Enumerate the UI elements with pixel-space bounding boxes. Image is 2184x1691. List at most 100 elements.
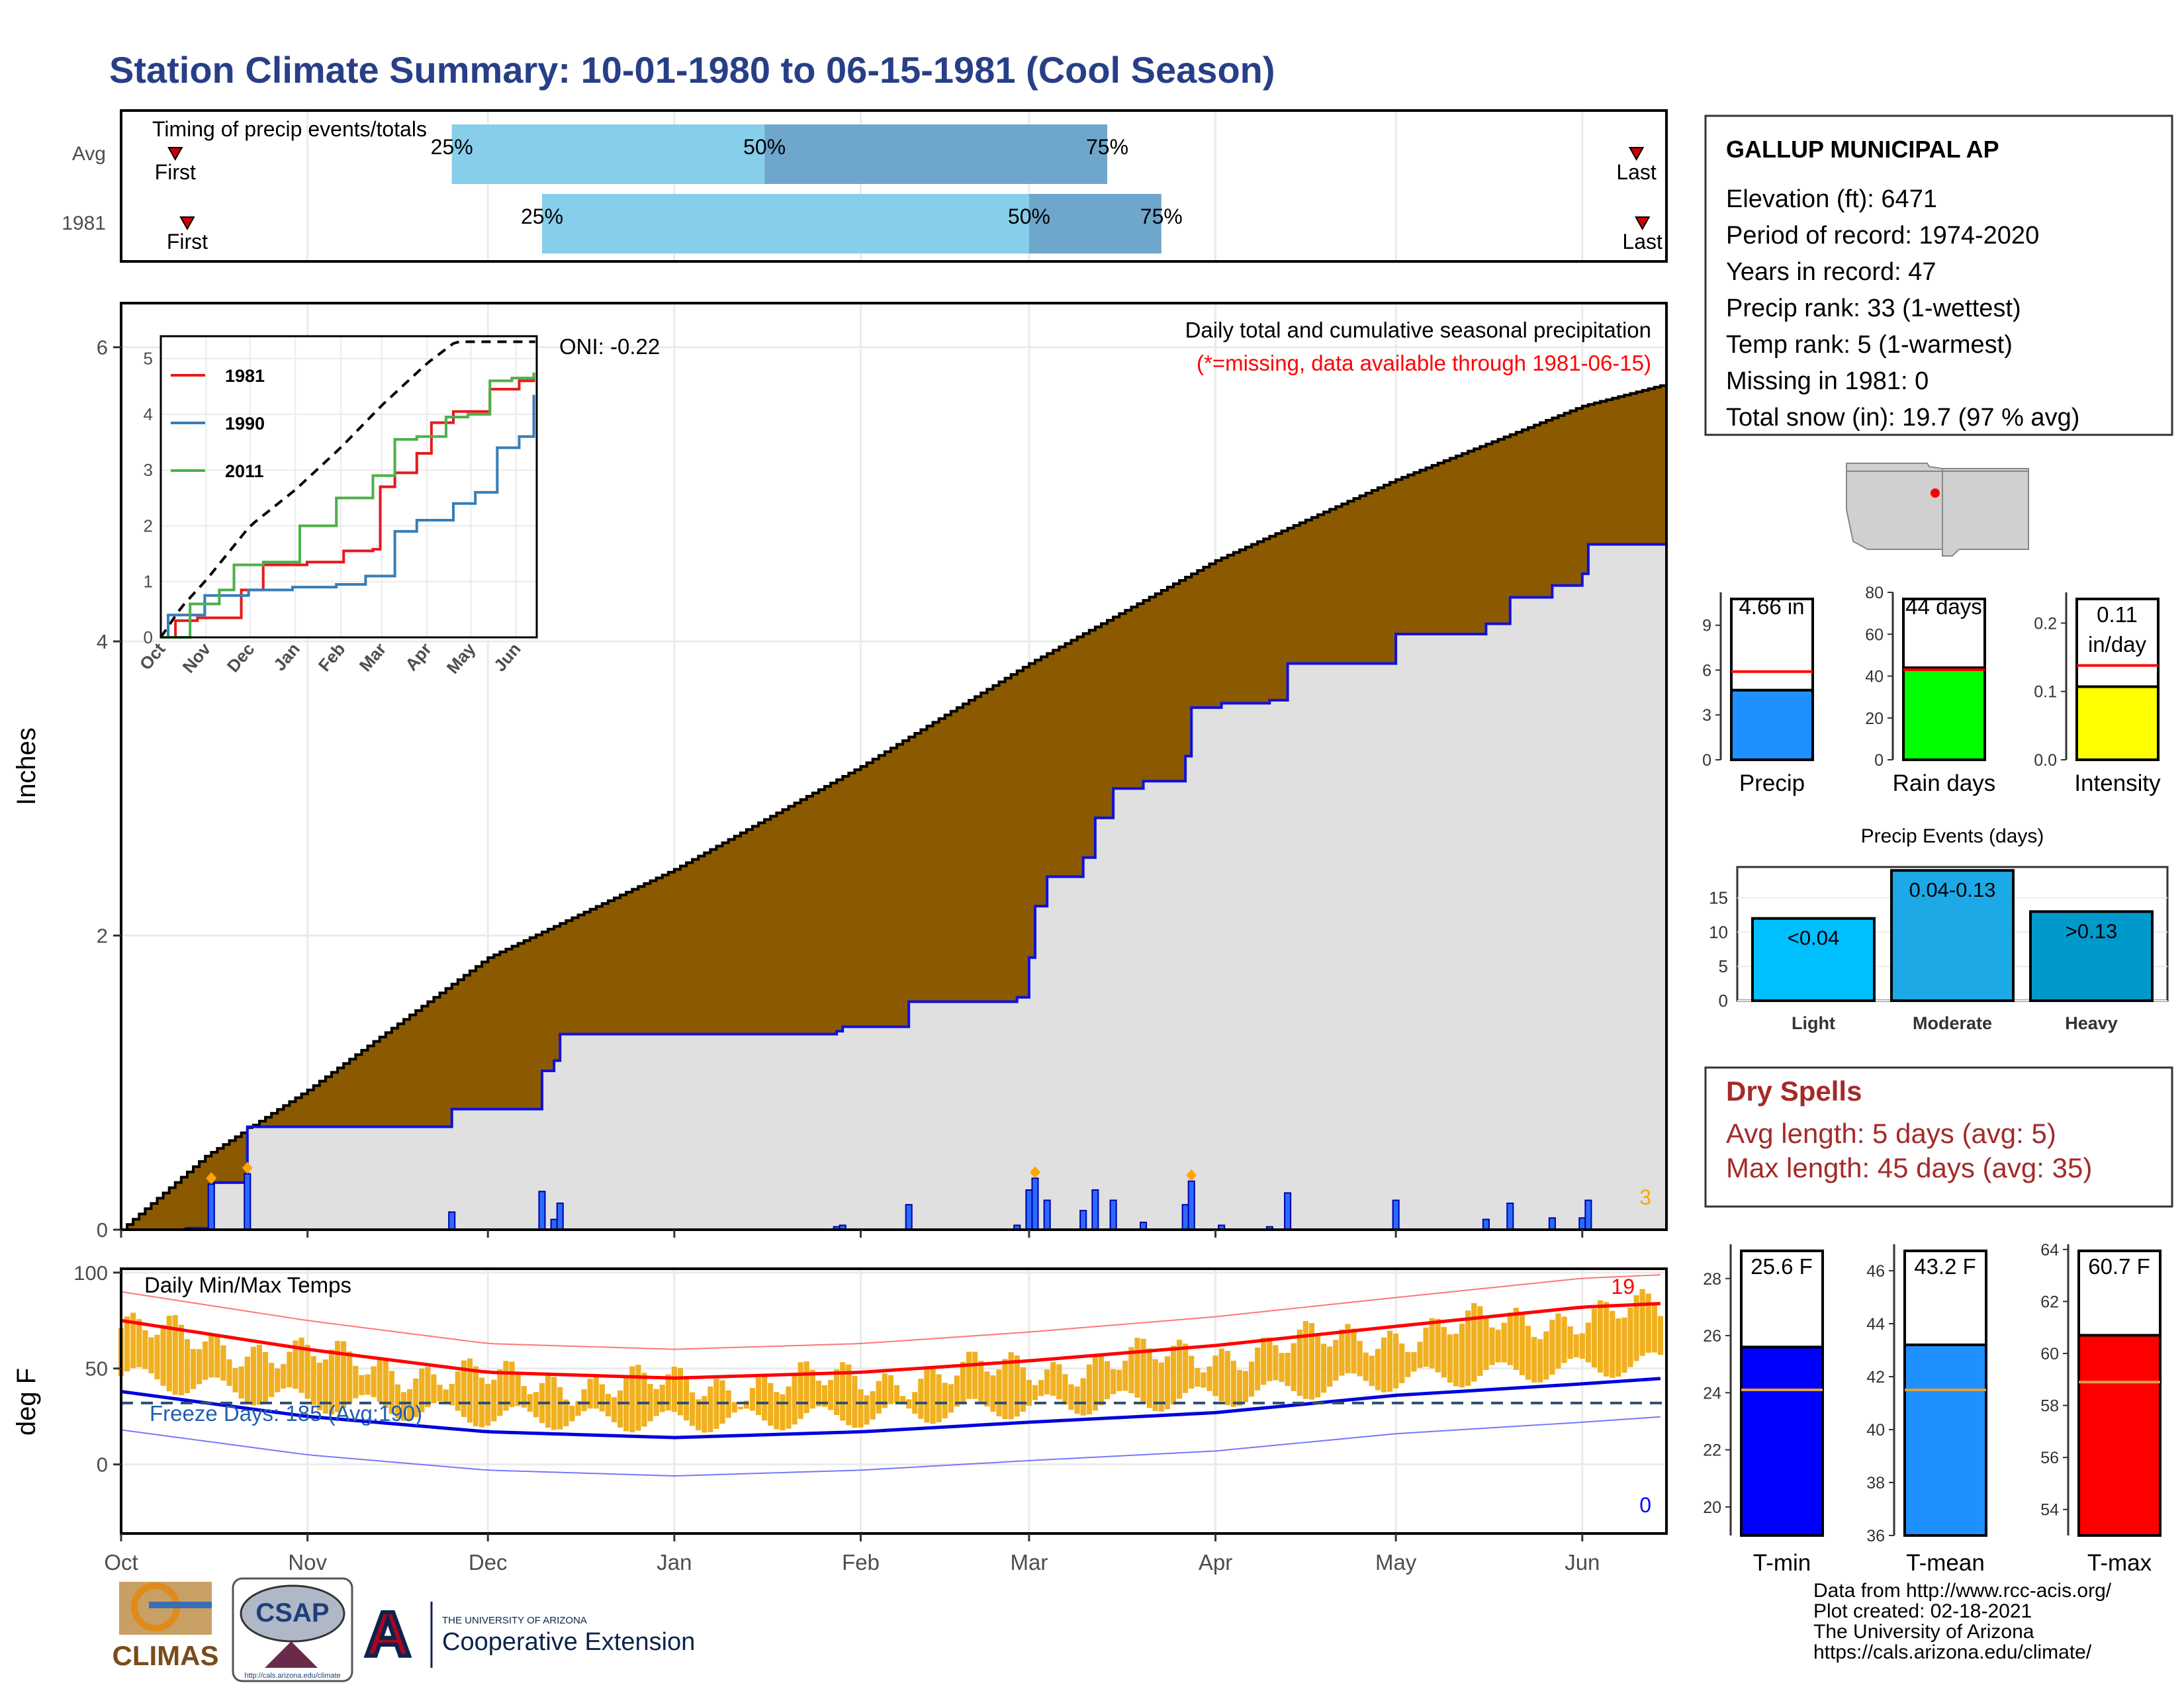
inset-y-tick-label: 3: [144, 460, 153, 480]
daily-precip-bar: [1187, 1180, 1195, 1230]
inset-frame: [159, 335, 538, 639]
temp-day-bar: [190, 1349, 197, 1389]
month-label: Nov: [288, 1550, 327, 1575]
temp-day-bar: [1008, 1352, 1014, 1420]
mini-y-tick-label: 80: [1865, 584, 1884, 602]
temp-day-bar: [1519, 1313, 1525, 1375]
credit-line-url: https://cals.arizona.edu/climate/: [1813, 1641, 2092, 1663]
temp-day-bar: [208, 1334, 214, 1378]
temp-day-bar: [334, 1341, 341, 1412]
mini-y-tick-label: 36: [1866, 1527, 1885, 1545]
temp-day-bar: [509, 1361, 515, 1407]
temp-day-bar: [900, 1396, 906, 1405]
station-detail-line: Period of record: 1974-2020: [1726, 222, 2039, 250]
inset-series-line-1990: [161, 394, 535, 639]
temp-lines: [120, 1274, 1666, 1477]
temp-summary-value: 60.7 F: [2088, 1254, 2150, 1279]
temp-day-bar: [1543, 1331, 1549, 1380]
temp-day-bar: [1158, 1362, 1164, 1412]
precip-events-chart: Precip Events (days) 0 5 10 15 <0.04 Light 0.0…: [1709, 825, 2169, 1033]
precip-corner-count: 3: [1639, 1185, 1651, 1209]
temp-day-bar: [870, 1391, 876, 1420]
temp-day-bar: [1230, 1360, 1236, 1407]
credit-line-org: The University of Arizona: [1813, 1621, 2034, 1643]
timing-first-label: First: [167, 230, 208, 253]
events-bar-moderate: [1890, 869, 2015, 1002]
temp-day-bar: [846, 1364, 852, 1426]
temp-day-bar: [737, 1406, 743, 1410]
temp-day-bar: [786, 1386, 792, 1429]
daily-precip-bar: [1091, 1189, 1099, 1230]
temp-day-bar: [762, 1375, 768, 1421]
temp-day-bar: [1212, 1355, 1218, 1396]
map-state-arizona: [1846, 463, 1943, 550]
temp-day-bar: [647, 1383, 653, 1422]
state-map: [1840, 462, 2029, 561]
mini-value-bar: [1902, 666, 1986, 761]
temp-day-bar: [996, 1369, 1002, 1417]
temp-day-bar: [310, 1355, 316, 1405]
daily-precip-bar: [1548, 1217, 1556, 1230]
summary-chart-intensity: 0.0 0.1 0.2 Intensity 0.11 in/day: [2034, 592, 2169, 796]
temp-day-bar: [407, 1389, 413, 1420]
station-box-frame: [1704, 114, 2173, 436]
temp-day-bar: [437, 1385, 443, 1401]
temp-summary-value: 25.6 F: [1751, 1254, 1813, 1279]
temp-day-bar: [1261, 1338, 1267, 1385]
temp-y-axis: 0 50 100: [73, 1261, 121, 1477]
temp-day-bar: [250, 1346, 256, 1406]
temp-day-bar: [281, 1363, 287, 1389]
freeze-days-text: Freeze Days: 185 (Avg:190): [150, 1401, 422, 1426]
temp-day-bar: [341, 1341, 347, 1408]
mini-y-tick-label: 20: [1703, 1498, 1721, 1517]
temp-day-bar: [449, 1384, 455, 1406]
temp-day-bar: [1140, 1338, 1146, 1403]
temp-day-bar: [575, 1400, 581, 1416]
inset-y-tick-label: 4: [144, 404, 153, 424]
temp-day-bar: [1080, 1378, 1086, 1416]
timing-bar-q25-q50: [541, 194, 1029, 253]
temp-day-bar: [864, 1395, 870, 1425]
temp-day-bar: [1375, 1349, 1381, 1391]
mini-chart-label: Rain days: [1893, 770, 1996, 796]
page-title: Station Climate Summary: 10-01-1980 to 0…: [109, 49, 1275, 91]
map-state-new-mexico: [1942, 468, 2029, 557]
temp-day-bar: [166, 1316, 172, 1392]
temp-day-bar: [690, 1392, 696, 1426]
temp-day-bar: [1074, 1386, 1080, 1414]
missing-data-note: (*=missing, data available through 1981-…: [1197, 351, 1651, 375]
temp-day-bar: [1357, 1340, 1363, 1377]
mini-chart-label: T-min: [1753, 1550, 1811, 1576]
daily-precip-markers: [206, 1162, 1197, 1185]
temp-day-bar: [780, 1394, 786, 1431]
temp-day-bar: [1567, 1326, 1573, 1359]
mini-value-box: [2075, 598, 2160, 688]
temp-day-bar: [569, 1405, 575, 1422]
credits: Data from http://www.rcc-acis.org/ Plot …: [1813, 1580, 2111, 1663]
month-label: Jan: [657, 1550, 692, 1575]
month-label: Mar: [1011, 1550, 1048, 1575]
temp-day-bar: [1453, 1334, 1459, 1387]
month-label: Feb: [842, 1550, 880, 1575]
precip-subtitle: Daily total and cumulative seasonal prec…: [1185, 318, 1651, 342]
temp-day-bar: [304, 1345, 310, 1399]
station-detail-line: Years in record: 47: [1726, 258, 1936, 286]
temp-day-bar: [1032, 1385, 1038, 1400]
daily-precip-bar: [244, 1173, 251, 1230]
timing-panel-frame: [120, 109, 1668, 263]
timing-bar-q25-q50: [451, 124, 765, 184]
temp-day-bar: [148, 1337, 154, 1373]
temp-day-bar: [563, 1399, 569, 1427]
station-detail-line: Precip rank: 33 (1-wettest): [1726, 295, 2021, 322]
temp-day-bar: [1068, 1384, 1074, 1410]
temp-day-bar: [1513, 1308, 1519, 1370]
precip-y-axis: 0 2 4 6: [97, 336, 121, 1242]
temp-day-bar: [1038, 1380, 1044, 1396]
temp-day-bar: [1561, 1316, 1567, 1363]
temp-day-bar: [1116, 1369, 1122, 1391]
summary-value-text-line2: in/day: [2088, 632, 2147, 657]
mini-value-box: [1730, 598, 1814, 692]
temp-summary-bars: 20 22 24 26 28 T-min 25.6 F 36 38 40 42 44 46 T-mean 4…: [1703, 1241, 2171, 1576]
timing-bar-q50-q75: [1028, 194, 1161, 253]
